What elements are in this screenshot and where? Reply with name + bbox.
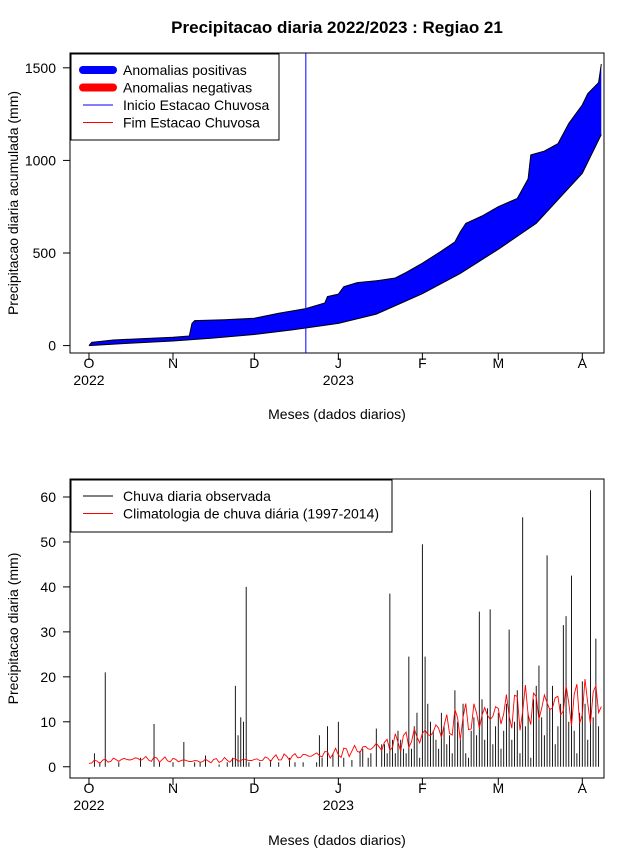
climatology-cumulative-line bbox=[88, 134, 602, 347]
x-tick-label: F bbox=[418, 355, 427, 371]
observed-cumulative-line bbox=[88, 64, 602, 346]
y-tick-label: 0 bbox=[48, 338, 56, 354]
x-tick-label: D bbox=[249, 780, 259, 796]
chart-title: Precipitacao diaria 2022/2023 : Regiao 2… bbox=[171, 18, 503, 37]
x-tick-label: F bbox=[418, 780, 427, 796]
x-axis: O N D J F M A 2022 2023 bbox=[73, 353, 588, 388]
x-year-label: 2022 bbox=[73, 797, 104, 813]
legend-label: Climatologia de chuva diária (1997-2014) bbox=[123, 506, 379, 522]
x-year-label: 2023 bbox=[323, 372, 354, 388]
x-tick-label: M bbox=[492, 355, 504, 371]
y-tick-label: 0 bbox=[48, 759, 56, 775]
y-axis: 0 500 1000 1500 bbox=[25, 60, 70, 354]
x-tick-label: O bbox=[84, 780, 95, 796]
x-tick-label: N bbox=[168, 780, 178, 796]
x-axis: O N D J F M A 2022 2023 bbox=[73, 778, 588, 813]
y-tick-label: 50 bbox=[40, 534, 56, 550]
series-area bbox=[88, 64, 602, 347]
y-tick-label: 500 bbox=[33, 245, 57, 261]
x-axis-label: Meses (dados diarios) bbox=[268, 406, 406, 422]
legend-label: Fim Estacao Chuvosa bbox=[123, 115, 260, 131]
legend: Chuva diaria observada Climatologia de ch… bbox=[70, 479, 393, 533]
y-tick-label: 20 bbox=[40, 669, 56, 685]
y-tick-label: 60 bbox=[40, 489, 56, 505]
legend-label: Anomalias positivas bbox=[123, 62, 247, 78]
x-tick-label: M bbox=[492, 780, 504, 796]
y-tick-label: 1000 bbox=[25, 152, 56, 168]
x-year-label: 2022 bbox=[73, 372, 104, 388]
x-tick-label: O bbox=[84, 355, 95, 371]
y-tick-label: 10 bbox=[40, 714, 56, 730]
y-tick-label: 40 bbox=[40, 579, 56, 595]
daily-panel: 0 10 20 30 40 50 60 Precipitacao diaria (mm) O N D… bbox=[5, 478, 605, 848]
positive-anomaly-area bbox=[89, 64, 602, 346]
plot-frame bbox=[69, 478, 605, 779]
y-axis: 0 10 20 30 40 50 60 bbox=[40, 489, 70, 775]
x-tick-label: A bbox=[578, 780, 588, 796]
x-tick-label: J bbox=[335, 355, 342, 371]
plot-frame bbox=[69, 52, 605, 354]
x-tick-label: N bbox=[168, 355, 178, 371]
legend-box bbox=[70, 479, 393, 533]
legend: Anomalias positivas Anomalias negativasIn… bbox=[70, 53, 280, 141]
y-axis-label: Precipitacao diaria acumulada (mm) bbox=[5, 91, 21, 315]
legend-label: Inicio Estacao Chuvosa bbox=[123, 97, 270, 113]
x-axis-label: Meses (dados diarios) bbox=[268, 832, 406, 848]
y-tick-label: 1500 bbox=[25, 60, 56, 76]
y-axis-label: Precipitacao diaria (mm) bbox=[5, 553, 21, 705]
series-bars bbox=[88, 490, 602, 767]
x-tick-label: J bbox=[335, 780, 342, 796]
x-tick-label: A bbox=[578, 355, 588, 371]
legend-label: Chuva diaria observada bbox=[123, 488, 271, 504]
climatology-daily-line bbox=[88, 678, 602, 765]
x-year-label: 2023 bbox=[323, 797, 354, 813]
x-tick-label: D bbox=[249, 355, 259, 371]
y-tick-label: 30 bbox=[40, 624, 56, 640]
legend-label: Anomalias negativas bbox=[123, 80, 252, 96]
